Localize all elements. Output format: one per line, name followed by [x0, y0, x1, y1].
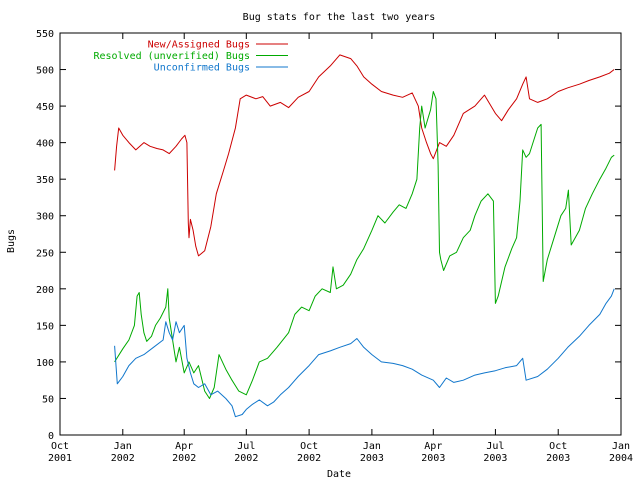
x-tick-label-year: 2003: [360, 453, 384, 464]
y-axis: 0 50 100 150 200 250 300 350 400 450 500 550: [36, 29, 621, 442]
series-line-2: [114, 288, 615, 418]
x-tick-label-month: Apr: [424, 441, 442, 452]
y-tick-label: 150: [36, 321, 54, 332]
legend-label: Resolved (unverified) Bugs: [93, 51, 250, 62]
x-tick-label-month: Oct: [300, 441, 318, 452]
y-tick-label: 450: [36, 102, 54, 113]
y-tick-label: 300: [36, 212, 54, 223]
y-tick-label: 50: [42, 394, 54, 405]
x-tick-label-year: 2003: [546, 453, 570, 464]
y-tick-label: 350: [36, 175, 54, 186]
x-axis-label: Date: [327, 469, 351, 480]
y-tick-label: 200: [36, 285, 54, 296]
x-tick-label-year: 2003: [421, 453, 445, 464]
series-line-1: [114, 91, 615, 399]
legend-label: Unconfirmed Bugs: [154, 63, 250, 74]
x-tick-label-year: 2002: [297, 453, 321, 464]
plot-frame: [59, 32, 622, 436]
x-tick-label-month: Jan: [612, 441, 630, 452]
x-tick-label-month: Apr: [175, 441, 193, 452]
x-axis: Oct2001Jan2002Apr2002Jul2002Oct2002Jan20…: [48, 33, 633, 464]
y-tick-label: 400: [36, 139, 54, 150]
y-axis-label: Bugs: [6, 229, 17, 253]
x-tick-label-month: Oct: [549, 441, 567, 452]
x-tick-label-month: Jan: [114, 441, 132, 452]
x-tick-label-year: 2002: [234, 453, 258, 464]
series-lines: [114, 54, 615, 418]
x-tick-label-year: 2001: [48, 453, 72, 464]
legend-label: New/Assigned Bugs: [148, 40, 250, 51]
x-tick-label-year: 2002: [172, 453, 196, 464]
x-tick-label-month: Jan: [363, 441, 381, 452]
y-tick-label: 250: [36, 248, 54, 259]
x-tick-label-month: Jul: [486, 441, 504, 452]
x-tick-label-month: Jul: [237, 441, 255, 452]
series-line-0: [114, 54, 615, 257]
y-tick-label: 0: [48, 431, 54, 442]
y-tick-label: 100: [36, 358, 54, 369]
chart-title: Bug stats for the last two years: [243, 12, 436, 23]
y-tick-label: 550: [36, 29, 54, 40]
x-tick-label-year: 2002: [111, 453, 135, 464]
x-tick-label-month: Oct: [51, 441, 69, 452]
y-tick-label: 500: [36, 66, 54, 77]
x-tick-label-year: 2003: [483, 453, 507, 464]
x-tick-label-year: 2004: [609, 453, 633, 464]
